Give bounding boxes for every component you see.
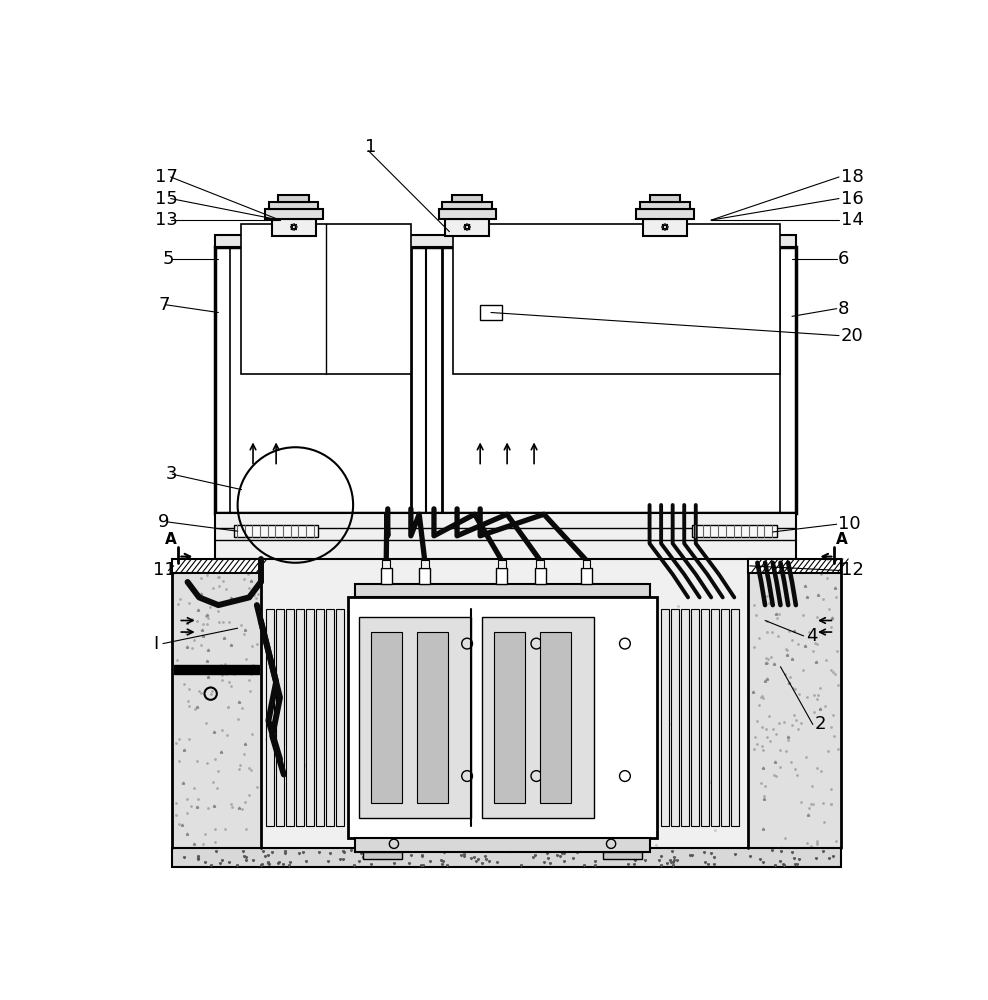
Text: 15: 15 xyxy=(155,190,178,208)
Bar xyxy=(296,609,304,826)
Bar xyxy=(272,219,316,235)
Text: 8: 8 xyxy=(838,300,850,318)
Bar xyxy=(445,219,489,235)
Bar xyxy=(316,609,324,826)
Bar xyxy=(604,852,642,859)
Bar xyxy=(701,609,708,826)
Bar xyxy=(661,609,669,826)
Bar xyxy=(360,617,471,818)
Bar xyxy=(417,632,448,803)
Text: 9: 9 xyxy=(158,513,170,531)
Bar xyxy=(671,609,679,826)
Bar xyxy=(640,202,690,209)
Text: 5: 5 xyxy=(163,250,175,268)
Bar xyxy=(172,559,261,867)
Bar xyxy=(581,568,592,584)
Bar xyxy=(439,209,496,219)
Bar xyxy=(336,609,344,826)
Text: 13: 13 xyxy=(155,211,178,229)
Bar xyxy=(482,617,594,818)
Text: 16: 16 xyxy=(841,190,864,208)
Bar xyxy=(636,209,695,219)
Text: 12: 12 xyxy=(841,561,864,579)
Bar xyxy=(711,609,719,826)
Bar xyxy=(214,513,796,559)
Bar xyxy=(452,195,482,202)
Bar xyxy=(480,305,502,320)
Bar xyxy=(214,235,796,247)
Bar xyxy=(731,609,739,826)
Bar xyxy=(356,838,649,852)
Bar xyxy=(175,665,259,674)
Bar xyxy=(494,632,525,803)
Bar xyxy=(649,195,681,202)
Bar xyxy=(382,560,390,568)
Bar xyxy=(276,609,284,826)
Bar xyxy=(748,559,841,573)
Text: 3: 3 xyxy=(166,465,178,483)
Text: 20: 20 xyxy=(841,327,864,345)
Bar xyxy=(241,224,411,374)
Bar xyxy=(364,852,402,859)
Text: 4: 4 xyxy=(806,627,817,645)
Bar xyxy=(535,568,545,584)
Text: 11: 11 xyxy=(153,561,176,579)
Text: A: A xyxy=(165,532,177,546)
Bar xyxy=(692,609,699,826)
Bar xyxy=(540,632,571,803)
Text: 17: 17 xyxy=(155,168,178,186)
Text: 10: 10 xyxy=(838,515,861,533)
Bar xyxy=(287,609,293,826)
Text: 14: 14 xyxy=(841,211,864,229)
Bar xyxy=(453,224,781,374)
Bar xyxy=(266,209,323,219)
Bar xyxy=(266,609,274,826)
Text: 18: 18 xyxy=(841,168,864,186)
Bar xyxy=(269,202,318,209)
Text: A: A xyxy=(836,532,848,546)
Bar xyxy=(419,568,430,584)
Text: 2: 2 xyxy=(815,715,827,733)
Bar xyxy=(356,584,649,597)
Bar xyxy=(172,559,262,573)
Bar xyxy=(326,609,334,826)
Text: I: I xyxy=(153,635,158,653)
Text: 7: 7 xyxy=(158,296,170,314)
Bar xyxy=(234,525,318,537)
Bar xyxy=(692,525,777,537)
Bar xyxy=(279,195,309,202)
Bar xyxy=(721,609,729,826)
Bar xyxy=(536,560,544,568)
Bar xyxy=(496,568,507,584)
Bar xyxy=(306,609,314,826)
Bar xyxy=(348,597,657,838)
Text: 1: 1 xyxy=(365,138,376,156)
Bar xyxy=(583,560,590,568)
Bar xyxy=(261,559,748,867)
Bar xyxy=(498,560,506,568)
Bar xyxy=(421,560,429,568)
Bar xyxy=(214,247,796,513)
Bar xyxy=(172,848,841,867)
Text: 6: 6 xyxy=(838,250,850,268)
Bar xyxy=(681,609,689,826)
Bar xyxy=(370,632,402,803)
Bar xyxy=(380,568,391,584)
Bar xyxy=(443,202,492,209)
Bar xyxy=(642,219,688,235)
Bar xyxy=(748,559,841,867)
